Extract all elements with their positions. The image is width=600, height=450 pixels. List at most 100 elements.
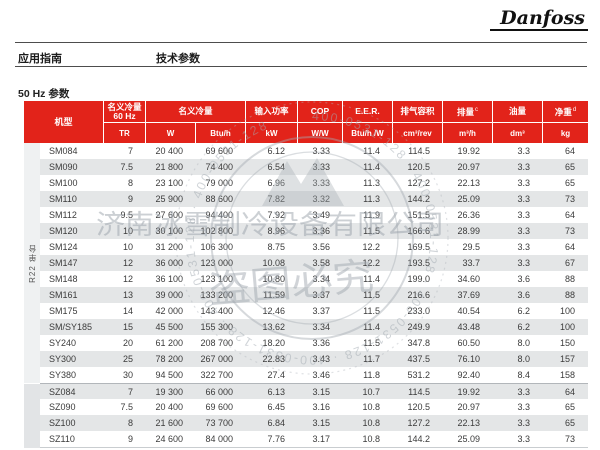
cell-w: 23 100 <box>155 178 183 188</box>
cell-tr: 30 <box>122 370 133 380</box>
cell-w: 94 500 <box>155 370 183 380</box>
cell-cm3_rev: 114.5 <box>408 146 430 156</box>
cell-kw: 11.59 <box>263 290 285 300</box>
cell-dm3: 3.3 <box>517 194 530 204</box>
nav-label-application-guide: 应用指南 <box>18 53 62 65</box>
cell-btu_h: 79 000 <box>205 178 233 188</box>
cell-eer: 12.2 <box>362 258 380 268</box>
cell-dm3: 3.3 <box>517 210 530 220</box>
cell-cop: 3.37 <box>312 290 330 300</box>
header-weight-footnote: d <box>572 107 577 114</box>
cell-kg: 64 <box>564 210 575 220</box>
cell-kw: 22.83 <box>262 354 285 364</box>
section-title: 50 Hz 参数 <box>18 88 70 100</box>
cell-btu_h: 88 600 <box>205 194 233 204</box>
cell-model: SM090 <box>49 162 78 172</box>
cell-cm3_rev: 249.9 <box>407 322 430 332</box>
cell-m3_h: 92.40 <box>457 370 480 380</box>
cell-kw: 10.08 <box>262 258 285 268</box>
cell-cm3_rev: 144.2 <box>407 194 430 204</box>
cell-model: SM120 <box>49 226 78 236</box>
cell-cm3_rev: 437.5 <box>407 354 430 364</box>
cell-cop: 3.34 <box>312 322 330 332</box>
cell-model: SZ110 <box>49 434 75 444</box>
header-cop: COP <box>298 101 343 123</box>
cell-kg: 88 <box>564 290 575 300</box>
cell-model: SM124 <box>49 242 78 252</box>
cell-tr: 7.5 <box>120 402 133 412</box>
cell-w: 30 100 <box>155 226 183 236</box>
cell-w: 27 600 <box>155 210 183 220</box>
cell-w: 20 400 <box>155 146 183 156</box>
cell-dm3: 3.6 <box>517 290 530 300</box>
cell-model: SZ084 <box>49 387 76 397</box>
cell-cm3_rev: 216.6 <box>407 290 430 300</box>
unit-tr: TR <box>104 123 146 143</box>
cell-kw: 6.13 <box>267 387 285 397</box>
cell-w: 21 800 <box>155 162 183 172</box>
cell-w: 36 000 <box>155 258 183 268</box>
cell-cm3_rev: 120.5 <box>407 162 430 172</box>
cell-btu_h: 69 600 <box>205 402 233 412</box>
table-row: SM112 9.5 27 600 94 400 7.92 3.49 11.9 151.5 26.… <box>40 207 588 223</box>
cell-model: SM175 <box>49 306 78 316</box>
cell-cop: 3.56 <box>312 242 330 252</box>
cell-cop: 3.58 <box>312 258 330 268</box>
cell-btu_h: 73 700 <box>205 418 233 428</box>
cell-btu_h: 133 200 <box>200 290 233 300</box>
group-cell-sz <box>24 384 40 448</box>
cell-m3_h: 43.48 <box>457 322 480 332</box>
cell-cop: 3.46 <box>312 370 330 380</box>
cell-btu_h: 66 000 <box>205 387 233 397</box>
table-row: SM147 12 36 000 123 000 10.08 3.58 12.2 193.5 33… <box>40 255 588 271</box>
cell-cop: 3.37 <box>312 306 330 316</box>
cell-kg: 73 <box>564 194 575 204</box>
cell-dm3: 6.2 <box>517 306 530 316</box>
cell-tr: 9 <box>127 434 133 444</box>
unit-kg: kg <box>543 123 588 143</box>
header-power: 输入功率 <box>246 101 298 123</box>
cell-dm3: 3.3 <box>517 146 530 156</box>
unit-btuw: Btu/h /W <box>343 123 393 143</box>
cell-cop: 3.34 <box>312 274 330 284</box>
cell-kg: 67 <box>564 258 575 268</box>
cell-kw: 6.45 <box>267 402 285 412</box>
table-row: SM124 10 31 200 106 300 8.75 3.56 12.2 169.5 29.… <box>40 239 588 255</box>
table-row: SZ100 8 21 600 73 700 6.84 3.15 10.8 127.2 22.13… <box>40 415 588 431</box>
header-flow: 排量c <box>443 101 493 123</box>
cell-w: 36 100 <box>155 274 183 284</box>
cell-eer: 11.5 <box>363 290 380 300</box>
header-flow-label: 排量 <box>456 106 474 117</box>
cell-btu_h: 102 800 <box>200 226 233 236</box>
cell-dm3: 3.3 <box>517 162 530 172</box>
cell-w: 31 200 <box>155 242 183 252</box>
cell-tr: 8 <box>127 418 133 428</box>
cell-eer: 11.5 <box>363 306 380 316</box>
cell-m3_h: 25.09 <box>457 194 480 204</box>
table-row: SY380 30 94 500 322 700 27.4 3.46 11.8 531.2 92.… <box>40 367 588 383</box>
cell-kg: 150 <box>559 338 575 348</box>
header-weight: 净重d <box>543 101 588 123</box>
table-row: SM148 12 36 100 123 100 10.80 3.34 11.4 199.0 34… <box>40 271 588 287</box>
cell-cop: 3.17 <box>312 434 330 444</box>
cell-cm3_rev: 193.5 <box>407 258 430 268</box>
cell-tr: 10 <box>122 226 133 236</box>
cell-eer: 10.7 <box>362 387 380 397</box>
header-divider-bottom <box>15 66 587 67</box>
cell-cop: 3.36 <box>312 226 330 236</box>
cell-tr: 10 <box>122 242 133 252</box>
cell-model: SM084 <box>49 146 78 156</box>
unit-w: W <box>146 123 196 143</box>
cell-cm3_rev: 347.8 <box>407 338 430 348</box>
cell-eer: 11.4 <box>363 274 380 284</box>
cell-kg: 64 <box>564 146 575 156</box>
cell-cop: 3.15 <box>312 418 330 428</box>
cell-m3_h: 25.09 <box>457 434 480 444</box>
cell-eer: 11.5 <box>363 338 380 348</box>
cell-model: SM161 <box>49 290 78 300</box>
cell-cop: 3.16 <box>312 402 330 412</box>
cell-dm3: 8.4 <box>517 370 530 380</box>
table-row: SM100 8 23 100 79 000 6.96 3.33 11.3 127.2 22.13… <box>40 175 588 191</box>
cell-m3_h: 29.5 <box>462 242 480 252</box>
